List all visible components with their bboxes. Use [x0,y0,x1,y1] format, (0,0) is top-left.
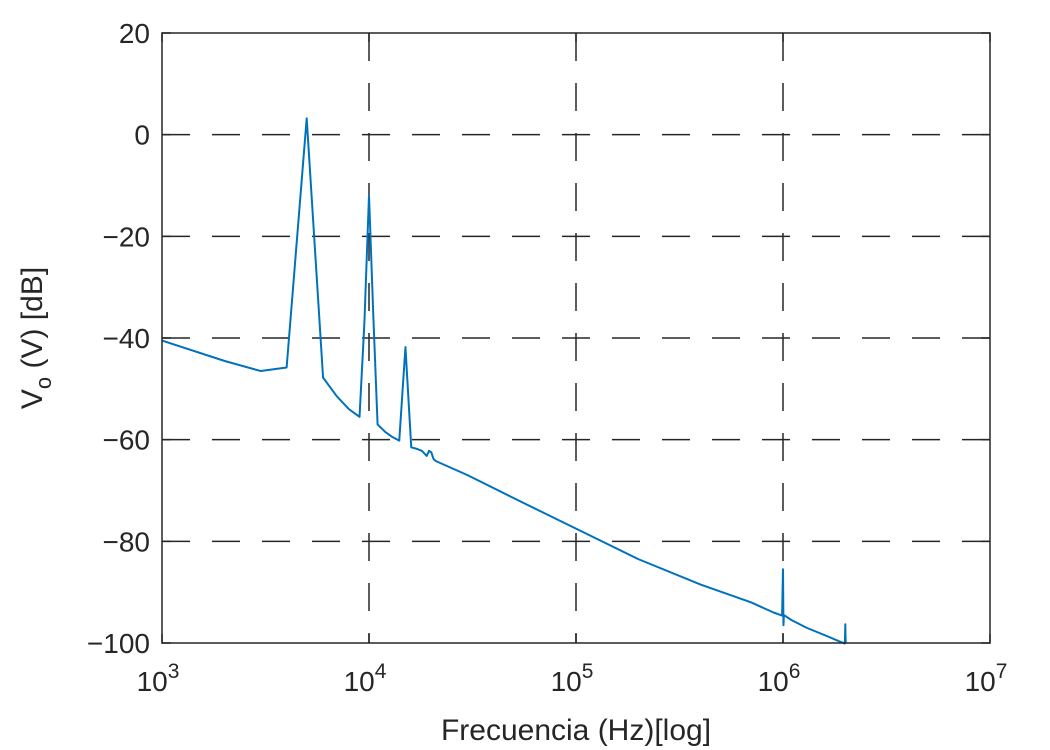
y-tick-label: 20 [119,18,150,49]
x-tick-label-base: 10 [551,666,582,697]
y-tick-label: −40 [103,323,151,354]
x-tick-label: 104 [344,660,387,697]
x-tick-label: 105 [551,660,594,697]
x-tick-label-exponent: 6 [789,660,801,683]
series-line [161,117,847,645]
y-axis-title-rest: (V) [dB] [16,267,49,377]
y-axis-title-subscript: o [31,377,56,389]
x-tick-label-exponent: 4 [375,660,387,683]
y-tick-label: −80 [103,526,151,557]
x-tick-label-exponent: 3 [168,660,180,683]
y-axis-title: Vo (V) [dB] [16,267,56,409]
y-tick-label: −100 [87,628,150,659]
y-tick-label: −20 [103,221,151,252]
x-tick-label-exponent: 5 [582,660,594,683]
x-tick-label-base: 10 [965,666,996,697]
y-tick-label: 0 [134,120,150,151]
grid-lines [162,33,990,643]
y-axis-ticks: 20 0 −20 −40 −60 −80 −100 [87,18,990,659]
x-tick-label-exponent: 7 [996,660,1008,683]
x-tick-label: 106 [758,660,801,697]
x-tick-label-base: 10 [137,666,168,697]
x-axis-title: Frecuencia (Hz)[log] [441,714,711,747]
y-axis-title-main: V [16,389,49,409]
y-tick-label: −60 [103,425,151,456]
x-tick-label-base: 10 [758,666,789,697]
x-tick-label-base: 10 [344,666,375,697]
x-tick-label: 103 [137,660,180,697]
x-axis-ticks: 103 104 105 106 107 [137,33,1008,697]
x-tick-label: 107 [965,660,1008,697]
series-group [161,117,847,645]
